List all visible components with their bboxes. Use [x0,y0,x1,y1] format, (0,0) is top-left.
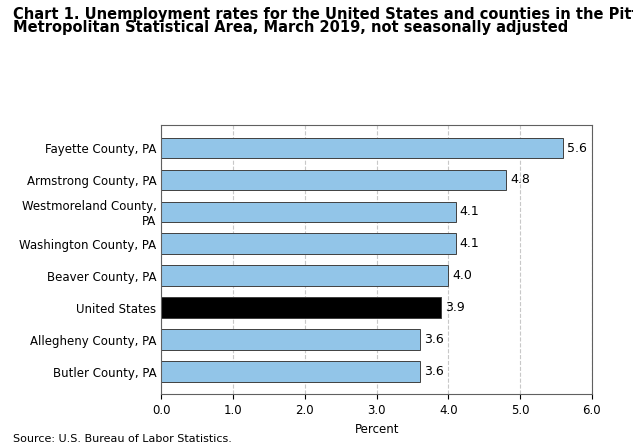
Text: Metropolitan Statistical Area, March 2019, not seasonally adjusted: Metropolitan Statistical Area, March 201… [13,20,568,35]
Bar [161,170,506,190]
Text: 4.1: 4.1 [460,206,480,219]
Bar [161,361,420,382]
Text: 3.6: 3.6 [424,365,444,378]
Text: 3.9: 3.9 [446,301,465,314]
Text: 4.0: 4.0 [453,269,473,282]
Bar [161,138,563,159]
Bar [161,202,456,222]
Text: 4.8: 4.8 [510,173,530,186]
Bar [161,265,448,286]
X-axis label: Percent: Percent [354,422,399,435]
Text: Source: U.S. Bureau of Labor Statistics.: Source: U.S. Bureau of Labor Statistics. [13,434,232,444]
Text: 4.1: 4.1 [460,237,480,250]
Bar [161,297,441,318]
Text: 3.6: 3.6 [424,333,444,346]
Bar [161,329,420,350]
Text: Chart 1. Unemployment rates for the United States and counties in the Pittsburgh: Chart 1. Unemployment rates for the Unit… [13,7,633,22]
Text: 5.6: 5.6 [567,142,587,155]
Bar [161,233,456,254]
